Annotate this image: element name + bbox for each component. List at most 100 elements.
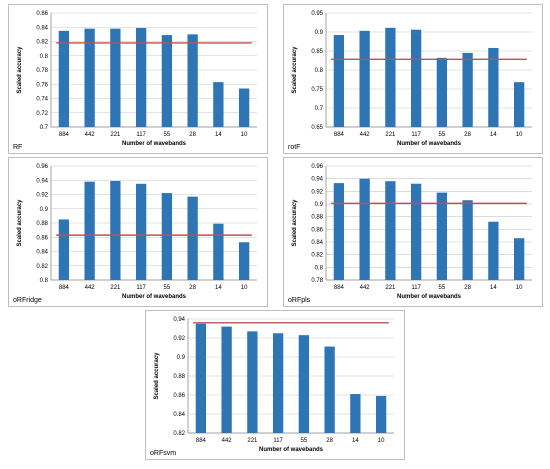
y-tick-label: 0.94 (173, 317, 185, 323)
y-tick-label: 0.84 (173, 412, 185, 418)
bar (84, 28, 95, 127)
y-tick-label: 0.7 (315, 106, 324, 112)
panel-label: oRFsvm (150, 450, 177, 457)
y-tick-label: 0.65 (311, 125, 323, 131)
bar (359, 178, 370, 280)
bar (58, 30, 70, 127)
bar (135, 183, 147, 280)
x-tick-label: 117 (273, 438, 283, 444)
chart-panel-orfridge: 0.8 0.82 0.84 0.86 0.88 0.9 0.92 0.94 0.96 884 442… (8, 157, 268, 307)
panel-label: RF (13, 144, 23, 151)
bar (221, 326, 232, 433)
x-tick-label: 221 (110, 285, 121, 291)
bar (488, 221, 499, 280)
x-tick-label: 221 (385, 285, 396, 291)
x-tick-label: 442 (85, 285, 96, 291)
bar (436, 192, 448, 280)
x-tick-label: 117 (411, 285, 421, 291)
x-tick-label: 28 (464, 285, 471, 291)
y-tick-label: 0.74 (36, 97, 48, 103)
y-tick-label: 0.94 (311, 177, 323, 183)
x-tick-label: 117 (136, 285, 146, 291)
x-tick-label: 14 (490, 285, 497, 291)
x-tick-label: 14 (215, 285, 222, 291)
bar (436, 57, 448, 128)
x-tick-label: 221 (385, 132, 396, 138)
bar (238, 88, 250, 127)
y-tick-label: 0.84 (36, 25, 48, 31)
x-tick-label: 10 (241, 285, 248, 291)
y-axis-title: Scaled accuracy (292, 199, 298, 247)
y-tick-label: 0.96 (36, 164, 48, 170)
y-tick-label: 0.94 (36, 178, 48, 184)
x-tick-label: 55 (301, 438, 308, 444)
y-tick-label: 0.7 (40, 125, 49, 131)
y-tick-label: 0.8 (315, 68, 324, 74)
y-tick-label: 0.9 (315, 30, 324, 36)
bar (213, 82, 224, 127)
bar (272, 333, 284, 433)
y-axis-title: Scaled accuracy (154, 352, 160, 400)
y-tick-label: 0.76 (36, 82, 48, 88)
bar (238, 242, 250, 280)
x-tick-label: 10 (516, 285, 523, 291)
y-tick-label: 0.86 (36, 235, 48, 241)
y-tick-label: 0.92 (311, 189, 323, 195)
x-tick-label: 117 (136, 132, 146, 138)
x-tick-label: 10 (516, 132, 523, 138)
panel-label: oRFridge (13, 297, 42, 304)
x-tick-label: 884 (334, 132, 345, 138)
y-tick-label: 0.84 (311, 240, 323, 246)
x-axis-title: Number of wavebands (122, 141, 187, 147)
x-tick-label: 884 (334, 285, 345, 291)
y-tick-label: 0.88 (36, 221, 48, 227)
x-tick-label: 28 (326, 438, 333, 444)
x-tick-label: 14 (352, 438, 359, 444)
x-axis-title: Number of wavebands (259, 447, 324, 453)
x-tick-label: 28 (189, 132, 196, 138)
y-tick-label: 0.78 (36, 68, 48, 74)
y-tick-label: 0.86 (36, 11, 48, 17)
bar (135, 27, 147, 127)
x-tick-label: 14 (215, 132, 222, 138)
y-tick-label: 0.72 (36, 111, 48, 117)
x-tick-label: 442 (222, 438, 233, 444)
bar (213, 223, 224, 280)
bar (110, 28, 121, 127)
x-tick-label: 28 (464, 132, 471, 138)
x-axis-title: Number of wavebands (397, 141, 462, 147)
y-tick-label: 0.96 (311, 164, 323, 170)
x-tick-label: 10 (241, 132, 248, 138)
y-tick-label: 0.8 (40, 278, 49, 284)
x-tick-label: 28 (189, 285, 196, 291)
y-tick-label: 0.82 (311, 253, 323, 259)
bar (110, 180, 121, 280)
bar-chart-rotf: 0.65 0.7 0.75 0.8 0.85 0.9 0.95 884 442 221 117 55 2… (292, 11, 532, 147)
bar (385, 27, 396, 127)
x-tick-label: 442 (360, 285, 371, 291)
bar (513, 82, 525, 127)
x-tick-label: 55 (439, 132, 446, 138)
y-tick-label: 0.84 (36, 250, 48, 256)
y-tick-label: 0.82 (173, 431, 185, 437)
bar (187, 34, 198, 127)
bar (58, 219, 70, 280)
chart-panel-rf: 0.7 0.72 0.74 0.76 0.78 0.8 0.82 0.84 0.86 884 442… (8, 4, 268, 154)
x-tick-label: 884 (59, 132, 70, 138)
x-tick-label: 442 (360, 132, 371, 138)
x-tick-label: 14 (490, 132, 497, 138)
x-tick-label: 221 (247, 438, 258, 444)
y-tick-label: 0.75 (311, 87, 323, 93)
bar (187, 196, 198, 280)
bar (333, 183, 345, 280)
panel-label: rotF (288, 144, 301, 151)
y-tick-label: 0.82 (36, 264, 48, 270)
bar (195, 323, 207, 433)
bar (462, 200, 473, 280)
x-axis-title: Number of wavebands (122, 294, 187, 300)
x-tick-label: 884 (59, 285, 70, 291)
bar-chart-orfridge: 0.8 0.82 0.84 0.86 0.88 0.9 0.92 0.94 0.96 884 442… (17, 164, 257, 300)
y-tick-label: 0.86 (311, 227, 323, 233)
bar (375, 395, 387, 433)
x-tick-label: 221 (110, 132, 121, 138)
